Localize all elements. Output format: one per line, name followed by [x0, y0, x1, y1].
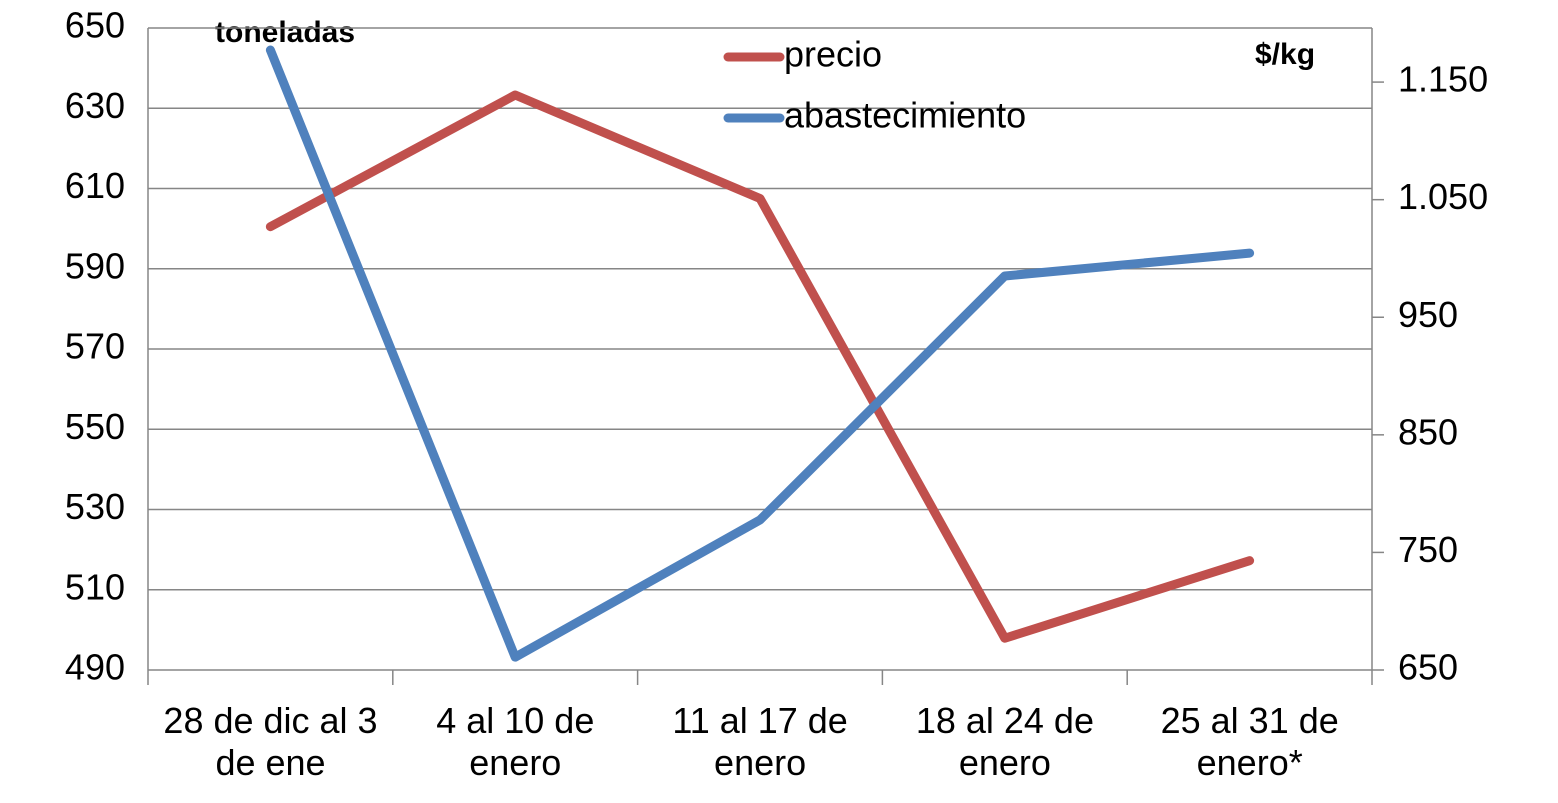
- y-tick-label: 490: [65, 647, 125, 688]
- y-tick-label: 550: [65, 406, 125, 447]
- y-tick-label: 530: [65, 486, 125, 527]
- y2-tick-label: 750: [1398, 529, 1458, 570]
- y2-axis-title: $/kg: [1255, 38, 1315, 71]
- y-tick-label: 510: [65, 566, 125, 607]
- y2-tick-label: 850: [1398, 411, 1458, 452]
- x-tick-label: 4 al 10 de enero: [436, 700, 595, 783]
- x-tick-label: 18 al 24 de enero: [915, 700, 1094, 783]
- y-tick-label: 570: [65, 326, 125, 367]
- y-tick-label: 610: [65, 165, 125, 206]
- legend-label: abastecimiento: [784, 95, 1026, 136]
- y2-tick-label: 1.150: [1398, 59, 1488, 100]
- y2-tick-label: 950: [1398, 294, 1458, 335]
- y-axis-title: toneladas: [215, 16, 355, 49]
- y2-tick-label: 650: [1398, 647, 1458, 688]
- series-line: [265, 45, 1255, 662]
- y-tick-label: 630: [65, 85, 125, 126]
- y-tick-label: 590: [65, 245, 125, 286]
- y2-tick-label: 1.050: [1398, 176, 1488, 217]
- series-line: [265, 90, 1255, 643]
- x-tick-label: 28 de dic al 3 de ene: [163, 700, 378, 783]
- x-tick-label: 25 al 31 de enero*: [1160, 700, 1339, 783]
- y-tick-label: 650: [65, 5, 125, 46]
- legend-label: precio: [784, 34, 882, 75]
- x-tick-label: 11 al 17 de enero: [672, 700, 848, 783]
